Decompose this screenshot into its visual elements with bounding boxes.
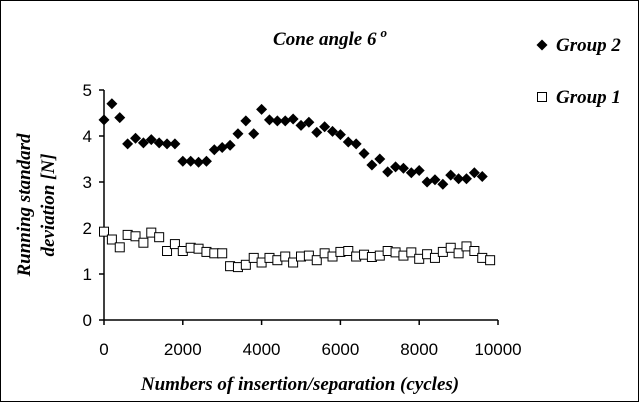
point xyxy=(342,136,354,148)
y-tick-label: 2 xyxy=(83,219,92,238)
y-tick-label: 1 xyxy=(83,265,92,284)
legend-label: Group 2 xyxy=(556,35,621,56)
point xyxy=(429,252,440,263)
y-tick-label: 4 xyxy=(83,127,92,146)
point xyxy=(154,232,165,243)
point xyxy=(122,138,134,150)
point xyxy=(240,259,251,270)
point xyxy=(350,138,362,150)
point xyxy=(413,165,425,176)
point xyxy=(406,247,417,258)
point xyxy=(217,248,228,259)
point xyxy=(374,153,386,165)
point xyxy=(280,251,291,262)
point xyxy=(397,162,409,174)
point xyxy=(319,121,331,133)
point xyxy=(138,237,149,248)
point xyxy=(303,116,315,128)
point xyxy=(295,119,307,131)
point xyxy=(390,161,402,173)
point xyxy=(106,234,117,245)
y-tick-label: 3 xyxy=(83,173,92,192)
point xyxy=(169,239,180,250)
point xyxy=(99,226,109,237)
point xyxy=(271,115,283,127)
point xyxy=(130,132,142,144)
x-tick-label: 6000 xyxy=(321,340,359,359)
point xyxy=(287,113,299,125)
point xyxy=(445,169,457,181)
point xyxy=(224,139,236,151)
point xyxy=(358,147,370,159)
point xyxy=(200,155,212,167)
point xyxy=(485,255,496,266)
point xyxy=(216,142,228,153)
point xyxy=(453,248,464,259)
point xyxy=(256,103,268,115)
point xyxy=(468,167,480,179)
point xyxy=(279,115,291,127)
point xyxy=(445,242,456,253)
legend-marker xyxy=(537,92,547,102)
point xyxy=(476,170,488,182)
y-axis-label-line: Running standard xyxy=(14,133,35,278)
x-tick-label: 8000 xyxy=(400,340,438,359)
y-tick-label: 0 xyxy=(83,311,92,330)
point xyxy=(98,114,110,126)
point xyxy=(366,159,378,171)
legend-marker xyxy=(536,39,548,51)
point xyxy=(334,129,346,141)
x-axis-label: Numbers of insertion/separation (cycles) xyxy=(140,374,459,395)
point xyxy=(232,128,244,140)
point xyxy=(311,255,322,266)
point xyxy=(311,126,323,138)
point xyxy=(288,257,299,268)
point xyxy=(137,137,149,149)
y-axis-label: Running standard deviation [N] xyxy=(14,133,59,278)
point xyxy=(421,176,433,188)
point xyxy=(169,138,181,150)
x-tick-label: 0 xyxy=(99,340,108,359)
point xyxy=(153,137,165,149)
point xyxy=(240,115,252,127)
point xyxy=(193,156,205,168)
point xyxy=(263,114,275,126)
point xyxy=(185,155,197,167)
point xyxy=(460,173,472,185)
point xyxy=(453,173,465,185)
point xyxy=(177,155,189,167)
point xyxy=(405,167,417,179)
x-tick-label: 10000 xyxy=(474,340,521,359)
legend-label: Group 1 xyxy=(556,87,621,108)
point xyxy=(161,138,173,150)
point xyxy=(327,125,339,137)
point xyxy=(130,231,141,242)
point xyxy=(469,246,480,256)
point xyxy=(208,144,220,156)
point xyxy=(248,128,260,140)
point xyxy=(382,166,394,178)
point xyxy=(106,98,118,110)
point xyxy=(145,134,157,146)
point xyxy=(114,112,126,124)
point xyxy=(429,174,441,186)
x-tick-label: 2000 xyxy=(164,340,202,359)
point xyxy=(343,246,354,256)
y-tick-label: 5 xyxy=(83,81,92,100)
point xyxy=(114,242,125,253)
point xyxy=(162,246,173,256)
y-axis-label-line: deviation [N] xyxy=(38,154,59,257)
x-tick-label: 4000 xyxy=(243,340,281,359)
point xyxy=(437,178,449,190)
